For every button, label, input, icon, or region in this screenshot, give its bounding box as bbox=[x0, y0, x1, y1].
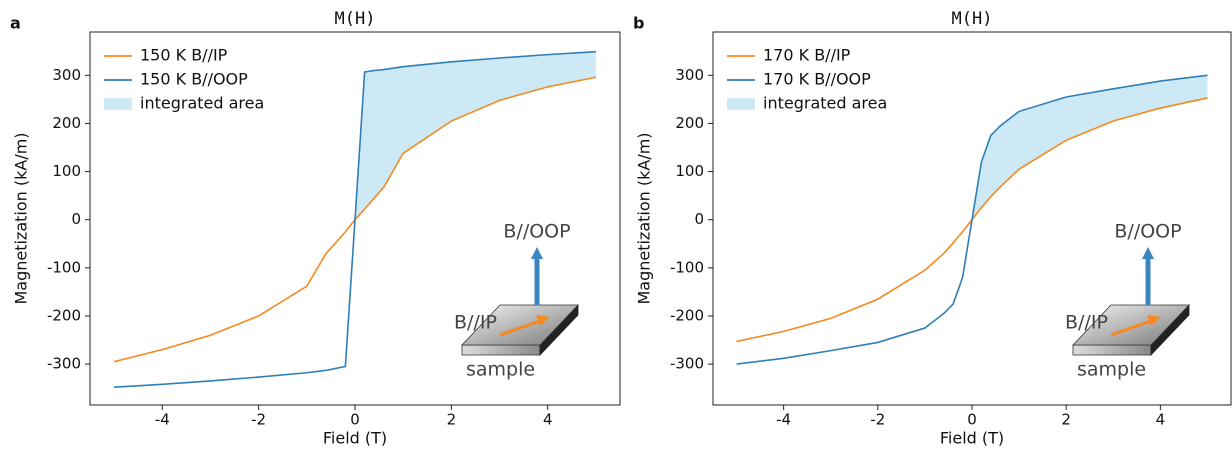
y-tick-label: 300 bbox=[52, 66, 81, 84]
x-tick-label: -2 bbox=[870, 411, 885, 429]
y-tick-label: 300 bbox=[675, 66, 704, 84]
legend-swatch bbox=[727, 98, 755, 110]
y-tick-label: -100 bbox=[47, 258, 81, 276]
x-tick-label: 2 bbox=[447, 411, 457, 429]
y-axis-label: Magnetization (kA/m) bbox=[635, 132, 654, 304]
panel-label: b bbox=[633, 14, 644, 33]
x-tick-label: 4 bbox=[1156, 411, 1166, 429]
y-tick-label: 200 bbox=[675, 114, 704, 132]
x-tick-label: -2 bbox=[251, 411, 266, 429]
y-tick-label: -200 bbox=[670, 306, 704, 324]
series-line bbox=[114, 50, 596, 388]
ip-arrowhead bbox=[536, 315, 550, 326]
annotation: B//OOP bbox=[1114, 221, 1181, 243]
legend-label: 170 K B//OOP bbox=[763, 70, 871, 89]
y-axis-label: Magnetization (kA/m) bbox=[12, 132, 31, 304]
x-tick-label: -4 bbox=[155, 411, 170, 429]
x-tick-label: 2 bbox=[1061, 411, 1071, 429]
legend-label: integrated area bbox=[140, 94, 264, 113]
y-tick-label: -300 bbox=[670, 355, 704, 373]
series-line bbox=[736, 74, 1208, 365]
sample-top bbox=[461, 304, 579, 346]
legend-swatch bbox=[104, 98, 132, 110]
annotation: sample bbox=[1077, 359, 1146, 381]
y-tick-label: -100 bbox=[670, 258, 704, 276]
sample-front bbox=[461, 344, 541, 356]
legend-label: 150 K B//IP bbox=[140, 46, 228, 65]
oop-arrowhead bbox=[1142, 247, 1154, 259]
integrated-area bbox=[355, 51, 596, 220]
y-tick-label: 0 bbox=[71, 210, 81, 228]
ip-arrow bbox=[499, 319, 541, 337]
plot-frame bbox=[89, 31, 621, 406]
integrated-area bbox=[972, 75, 1208, 220]
oop-arrowhead bbox=[531, 247, 543, 259]
legend-label: integrated area bbox=[763, 94, 887, 113]
sample-front bbox=[1072, 344, 1152, 356]
annotation: sample bbox=[466, 359, 535, 381]
legend-label: 150 K B//OOP bbox=[140, 70, 248, 89]
chart-title: M(H) bbox=[335, 9, 376, 29]
annotation: B//IP bbox=[1065, 312, 1108, 334]
x-tick-label: -4 bbox=[776, 411, 791, 429]
ip-arrow bbox=[1110, 319, 1152, 337]
panel: b M(H) Field (T) Magnetization (kA/m) -4 -2 0 2… bbox=[633, 9, 1232, 448]
y-tick-label: -300 bbox=[47, 355, 81, 373]
panel: a M(H) Field (T) Magnetization (kA/m) -4 -2 0 2… bbox=[10, 9, 621, 448]
panel-label: a bbox=[10, 14, 21, 33]
x-axis-label: Field (T) bbox=[940, 429, 1004, 448]
x-tick-label: 4 bbox=[543, 411, 553, 429]
plot-frame bbox=[712, 31, 1232, 406]
ip-arrowhead bbox=[1147, 315, 1161, 326]
y-tick-label: 100 bbox=[675, 162, 704, 180]
y-tick-label: 200 bbox=[52, 114, 81, 132]
annotation: B//OOP bbox=[503, 221, 570, 243]
y-tick-label: -200 bbox=[47, 306, 81, 324]
x-axis-label: Field (T) bbox=[323, 429, 387, 448]
legend-label: 170 K B//IP bbox=[763, 46, 851, 65]
x-tick-label: 0 bbox=[967, 411, 977, 429]
y-tick-label: 0 bbox=[694, 210, 704, 228]
y-tick-label: 100 bbox=[52, 162, 81, 180]
chart-title: M(H) bbox=[952, 9, 993, 29]
x-tick-label: 0 bbox=[350, 411, 360, 429]
annotation: B//IP bbox=[454, 312, 497, 334]
sample-top bbox=[1072, 304, 1190, 346]
